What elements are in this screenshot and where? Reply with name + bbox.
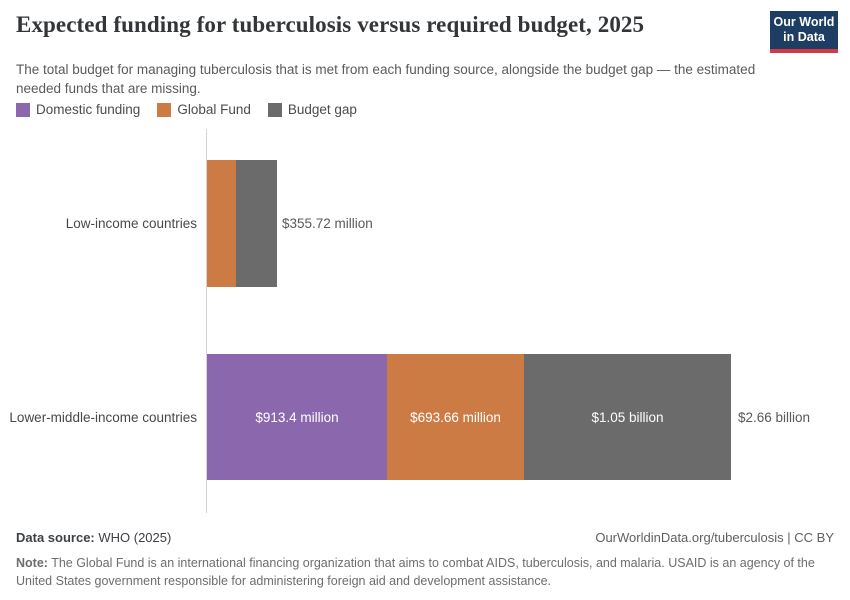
segment-value-lmi-budget-gap: $1.05 billion xyxy=(591,409,664,425)
chart-note: Note: The Global Fund is an internationa… xyxy=(16,554,818,590)
bar-segment-lmi-domestic-funding: $913.4 million xyxy=(207,354,387,480)
data-source-label: Data source: xyxy=(16,530,95,545)
legend-label-budget-gap: Budget gap xyxy=(287,102,357,117)
note-label: Note: xyxy=(16,556,48,570)
logo-line-2: in Data xyxy=(783,30,825,44)
segment-value-lmi-global-fund: $693.66 million xyxy=(410,409,501,425)
category-label-low-income: Low-income countries xyxy=(65,216,197,231)
bar-segment-low-income-global-fund xyxy=(207,160,236,287)
bar-segment-low-income-budget-gap xyxy=(236,160,277,287)
owid-attribution-link[interactable]: OurWorldinData.org/tuberculosis | CC BY xyxy=(595,530,834,545)
logo-line-1: Our World xyxy=(773,15,835,29)
total-label-lower-middle-income: $2.66 billion xyxy=(738,409,811,425)
legend-swatch-domestic-funding-icon xyxy=(16,102,30,117)
legend: Domestic funding Global Fund Budget gap xyxy=(16,102,357,117)
chart-title: Expected funding for tuberculosis versus… xyxy=(16,12,645,37)
legend-item-budget-gap: Budget gap xyxy=(267,102,357,117)
data-source-value: WHO (2025) xyxy=(94,530,172,545)
legend-label-global-fund: Global Fund xyxy=(177,102,251,117)
y-axis-line xyxy=(206,129,207,513)
note-text: The Global Fund is an international fina… xyxy=(16,556,815,589)
legend-swatch-global-fund-icon xyxy=(157,102,172,117)
legend-label-domestic-funding: Domestic funding xyxy=(36,102,141,117)
legend-item-domestic-funding: Domestic funding xyxy=(16,102,140,117)
bar-segment-lmi-global-fund: $693.66 million xyxy=(387,354,524,480)
total-label-low-income: $355.72 million xyxy=(282,216,373,231)
owid-logo: Our World in Data xyxy=(770,11,838,53)
chart-subtitle: The total budget for managing tuberculos… xyxy=(16,62,756,97)
bar-segment-lmi-budget-gap: $1.05 billion xyxy=(524,354,731,480)
data-source-line: Data source: WHO (2025) xyxy=(16,530,171,545)
legend-item-global-fund: Global Fund xyxy=(157,102,251,117)
segment-value-lmi-domestic-funding: $913.4 million xyxy=(255,409,339,425)
category-label-lower-middle-income: Lower-middle-income countries xyxy=(9,409,197,425)
legend-swatch-budget-gap-icon xyxy=(267,102,282,117)
